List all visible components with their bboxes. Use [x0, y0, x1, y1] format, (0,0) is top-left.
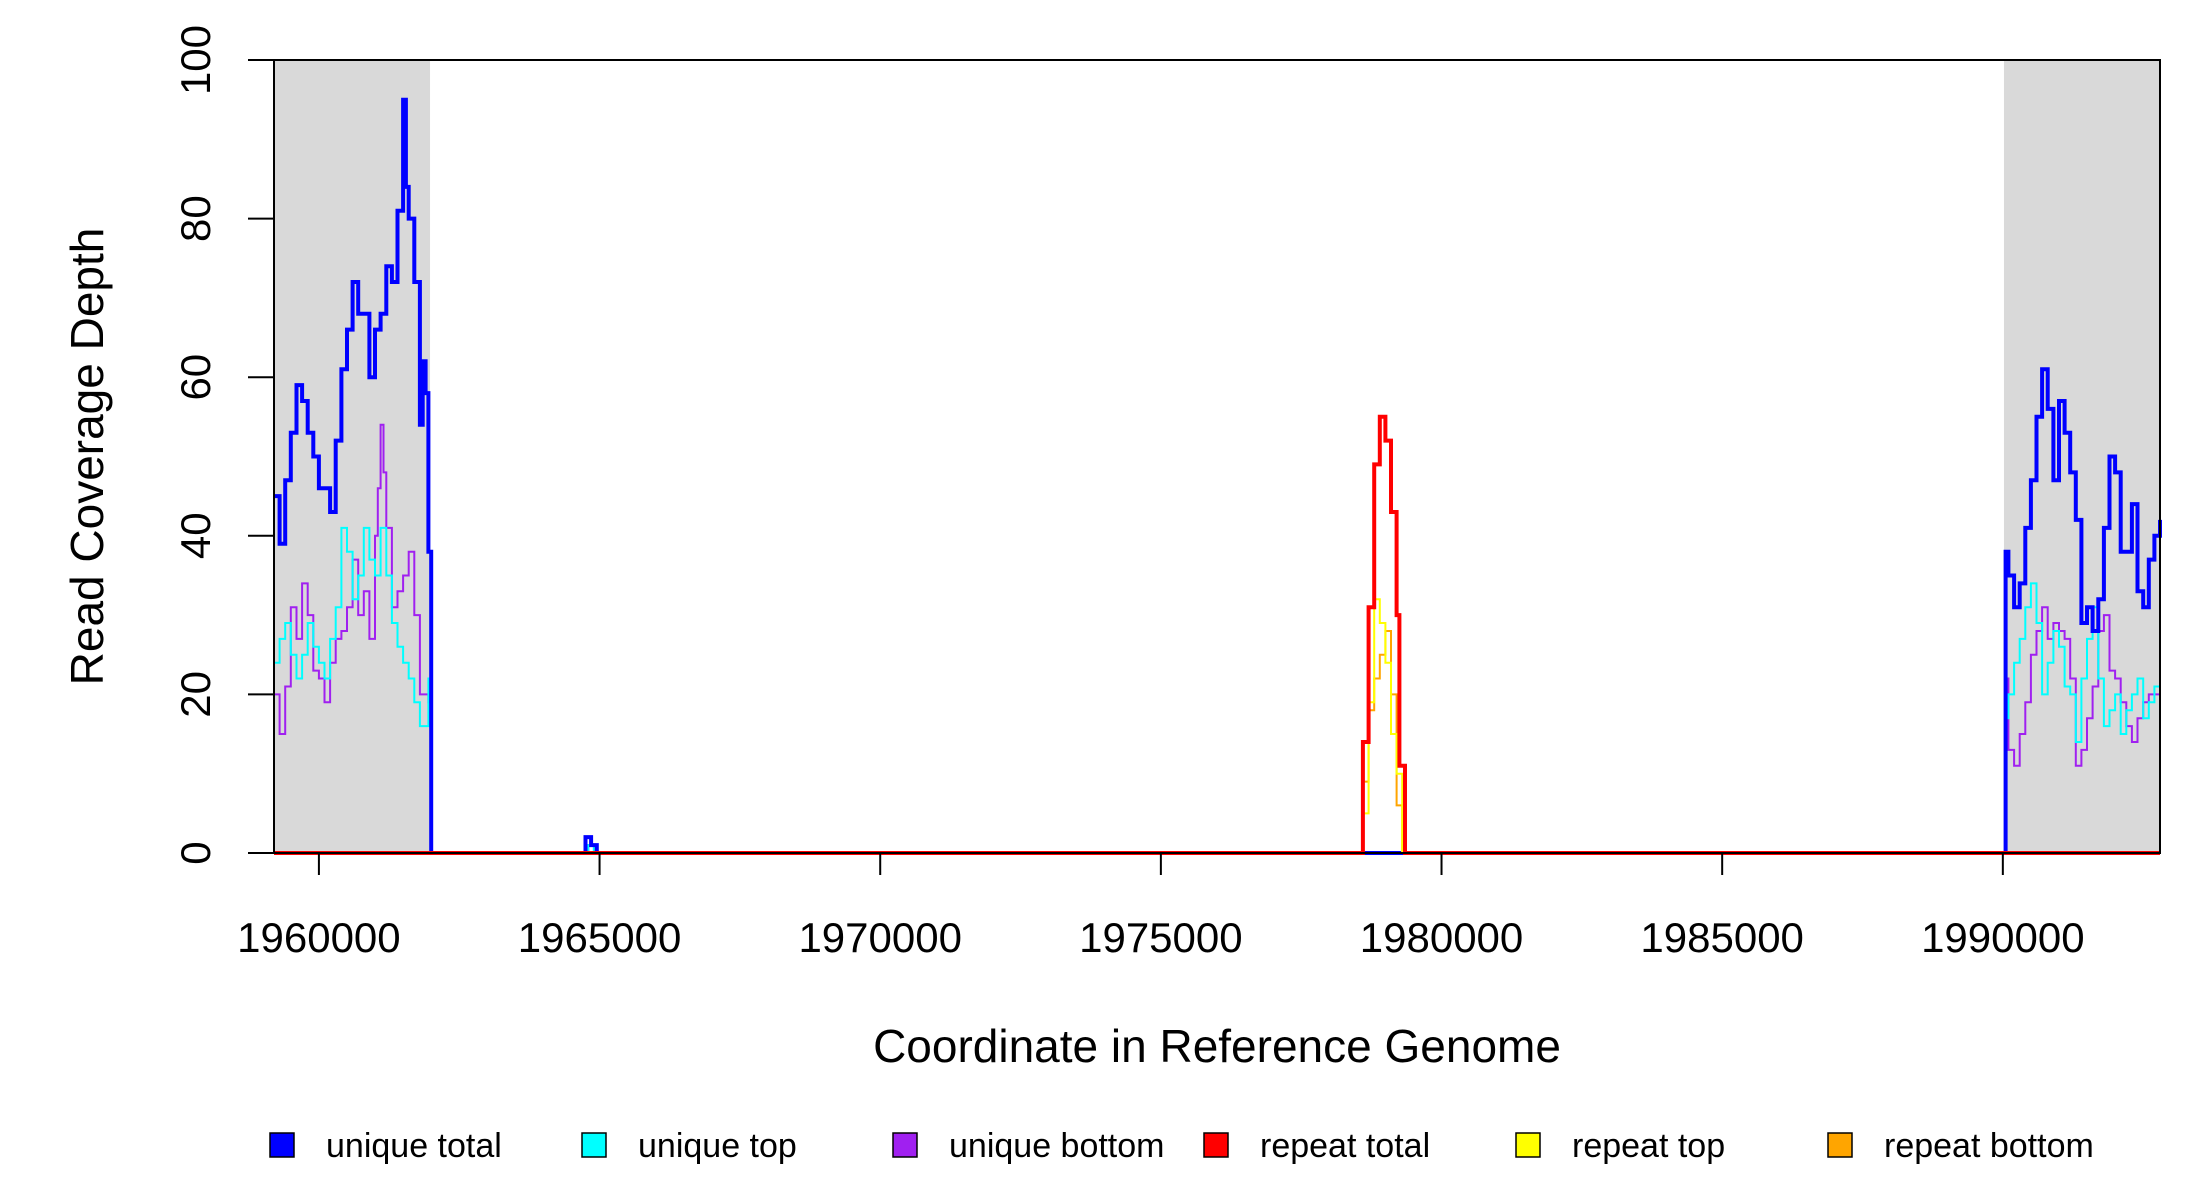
- series-repeat-bottom: [274, 630, 2160, 854]
- y-tick-label: 80: [172, 195, 219, 242]
- legend-swatch: [581, 1132, 607, 1158]
- legend-label: unique total: [326, 1127, 502, 1165]
- series-unique-total: [274, 97, 2162, 855]
- plot-frame: [273, 59, 2161, 854]
- y-tick-label: 100: [172, 25, 219, 95]
- series-unique-top: [274, 526, 2160, 854]
- legend-swatch: [269, 1132, 295, 1158]
- legend-swatch: [1827, 1132, 1853, 1158]
- y-tick-label: 20: [172, 671, 219, 718]
- legend-item-repeat-bottom: repeat bottom: [1827, 1127, 2094, 1165]
- legend-label: repeat top: [1572, 1127, 1725, 1165]
- legend-item-unique-total: unique total: [269, 1127, 502, 1165]
- legend-item-repeat-total: repeat total: [1203, 1127, 1430, 1165]
- legend: unique total unique top unique bottom repea…: [269, 1127, 2094, 1165]
- x-tick-label: 1990000: [1921, 914, 2085, 961]
- y-axis-title: Read Coverage Depth: [61, 228, 113, 686]
- legend-label: unique bottom: [949, 1127, 1165, 1165]
- series-repeat-top: [274, 598, 2160, 854]
- x-axis-title: Coordinate in Reference Genome: [873, 1020, 1561, 1072]
- x-tick-label: 1975000: [1079, 914, 1243, 961]
- x-tick-label: 1960000: [237, 914, 401, 961]
- legend-label: repeat bottom: [1884, 1127, 2094, 1165]
- x-axis: 1960000 1965000 1970000 1975000 1980000 19850…: [237, 852, 2085, 961]
- series-layer: [274, 97, 2162, 855]
- y-tick-label: 0: [172, 841, 219, 864]
- legend-label: unique top: [638, 1127, 797, 1165]
- x-tick-label: 1970000: [798, 914, 962, 961]
- legend-label: repeat total: [1260, 1127, 1430, 1165]
- y-tick-label: 40: [172, 512, 219, 559]
- series-unique-bottom: [274, 423, 2160, 854]
- legend-item-repeat-top: repeat top: [1515, 1127, 1725, 1165]
- x-tick-label: 1980000: [1360, 914, 1524, 961]
- shaded-regions: [274, 60, 2160, 853]
- x-tick-label: 1965000: [518, 914, 682, 961]
- series-repeat-total: [274, 414, 2160, 855]
- legend-item-unique-bottom: unique bottom: [892, 1127, 1165, 1165]
- x-tick-label: 1985000: [1640, 914, 1804, 961]
- y-tick-label: 60: [172, 354, 219, 401]
- legend-swatch: [1515, 1132, 1541, 1158]
- legend-swatch: [1203, 1132, 1229, 1158]
- legend-item-unique-top: unique top: [581, 1127, 797, 1165]
- y-axis: 0 20 40 60 80 100: [172, 25, 275, 865]
- legend-swatch: [892, 1132, 918, 1158]
